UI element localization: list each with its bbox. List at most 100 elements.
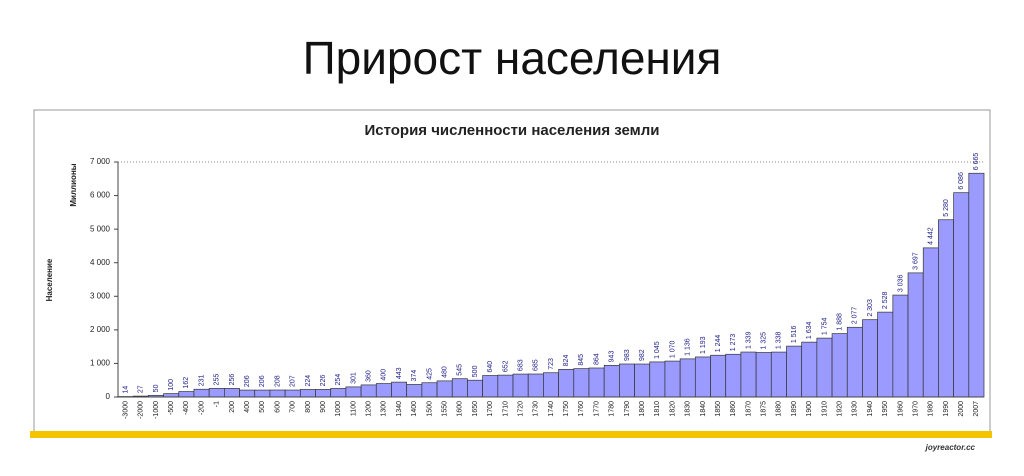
- bar: [284, 389, 301, 398]
- x-tick-label: 1900: [806, 401, 813, 417]
- x-tick-label: 1810: [654, 401, 661, 417]
- x-tick-label: 1100: [350, 401, 357, 416]
- x-tick-label: 2000: [958, 401, 965, 417]
- x-tick-label: 1880: [776, 401, 783, 417]
- value-label: 982: [639, 349, 646, 361]
- value-label: 400: [381, 369, 388, 381]
- bar: [588, 367, 605, 398]
- bar: [497, 374, 514, 398]
- bar: [406, 384, 423, 398]
- y-tick-label: 4 000: [90, 258, 111, 267]
- value-label: 1 070: [669, 340, 676, 358]
- x-tick-label: 1000: [335, 401, 342, 417]
- x-tick-label: 1740: [548, 401, 555, 417]
- value-label: 652: [502, 360, 509, 372]
- x-tick-label: 1920: [837, 401, 844, 417]
- bar: [269, 389, 286, 398]
- value-label: 480: [441, 366, 448, 378]
- x-tick-label: 1875: [761, 401, 768, 417]
- bar: [603, 364, 620, 398]
- x-tick-label: 1720: [517, 401, 524, 417]
- bar: [163, 393, 180, 398]
- bar: [208, 388, 225, 398]
- bar: [725, 353, 742, 398]
- bar: [968, 172, 985, 398]
- x-tick-label: 1780: [609, 401, 616, 417]
- y-tick-label: 6 000: [90, 191, 111, 200]
- value-label: 27: [138, 385, 145, 393]
- value-label: 685: [533, 359, 540, 371]
- bar: [239, 389, 256, 398]
- x-tick-label: 1800: [639, 401, 646, 417]
- x-tick-label: 1830: [685, 401, 692, 417]
- bar: [862, 319, 878, 398]
- x-tick-label: 400: [244, 401, 251, 413]
- bar: [679, 358, 696, 398]
- x-tick-label: 1750: [563, 401, 570, 417]
- value-label: 1 339: [745, 331, 752, 349]
- x-tick-label: 1600: [457, 401, 464, 417]
- value-label: 14: [122, 386, 129, 394]
- x-tick-label: 1770: [593, 401, 600, 417]
- bar: [330, 388, 347, 398]
- x-tick-label: 1400: [411, 401, 418, 417]
- x-tick-label: 900: [320, 401, 327, 413]
- bar: [649, 361, 666, 398]
- value-label: 1 136: [685, 338, 692, 356]
- x-tick-label: 1840: [700, 401, 707, 417]
- y-axis-title: Население: [45, 258, 54, 301]
- value-label: 224: [305, 375, 312, 387]
- value-label: 231: [198, 374, 205, 386]
- bar: [467, 379, 483, 398]
- bar: [786, 345, 803, 398]
- x-tick-label: 600: [274, 401, 281, 413]
- bar: [193, 388, 210, 398]
- value-label: 50: [153, 384, 160, 392]
- x-tick-label: -400: [183, 401, 190, 415]
- y-tick-label: 0: [106, 392, 111, 401]
- bar: [558, 368, 575, 398]
- x-tick-label: 1950: [882, 401, 889, 417]
- value-label: 723: [548, 358, 555, 370]
- x-tick-label: 1910: [821, 401, 828, 417]
- y-tick-label: 2 000: [90, 325, 111, 334]
- x-tick-label: 500: [259, 401, 266, 413]
- value-label: 1 634: [806, 322, 813, 340]
- value-label: 1 273: [730, 334, 737, 352]
- x-tick-label: 2007: [973, 401, 980, 417]
- bar: [375, 383, 392, 398]
- x-tick-label: 1700: [487, 401, 494, 417]
- bar: [634, 363, 651, 398]
- x-tick-label: 1500: [426, 401, 433, 417]
- value-label: 1 754: [821, 317, 828, 335]
- x-tick-label: 1200: [366, 401, 373, 417]
- value-label: 824: [563, 355, 570, 367]
- x-tick-label: 700: [290, 401, 297, 413]
- bar: [482, 375, 499, 398]
- x-tick-label: 1550: [441, 401, 448, 417]
- x-tick-label: -200: [198, 401, 205, 415]
- x-tick-label: -500: [168, 401, 175, 415]
- value-label: 1 325: [761, 332, 768, 350]
- bar: [694, 356, 711, 398]
- bar: [664, 360, 681, 398]
- slide-title: Прирост населения: [303, 32, 722, 84]
- bar: [877, 311, 894, 398]
- x-tick-label: 1870: [745, 401, 752, 417]
- bar: [360, 384, 377, 398]
- value-label: 864: [593, 353, 600, 365]
- y-unit: Миллионы: [69, 163, 78, 206]
- value-label: 1 193: [700, 336, 707, 354]
- value-label: 425: [426, 368, 433, 380]
- value-label: 5 280: [943, 199, 950, 217]
- y-tick-label: 1 000: [90, 359, 111, 368]
- value-label: 2 077: [852, 307, 859, 325]
- value-label: 206: [244, 375, 251, 387]
- bar: [710, 354, 727, 398]
- x-tick-label: 1990: [943, 401, 950, 417]
- bar: [527, 373, 544, 398]
- value-label: 640: [487, 361, 494, 373]
- bar: [436, 380, 453, 398]
